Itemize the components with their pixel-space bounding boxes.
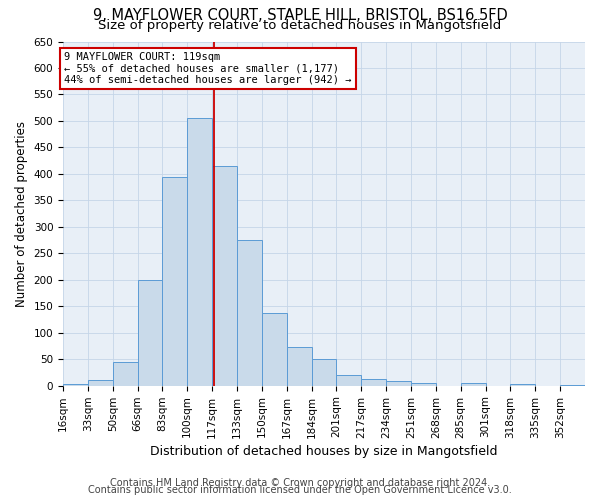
X-axis label: Distribution of detached houses by size in Mangotsfield: Distribution of detached houses by size …	[150, 444, 498, 458]
Bar	[88, 380, 113, 386]
Bar	[560, 384, 585, 386]
Bar	[361, 380, 386, 386]
Text: 9 MAYFLOWER COURT: 119sqm
← 55% of detached houses are smaller (1,177)
44% of se: 9 MAYFLOWER COURT: 119sqm ← 55% of detac…	[64, 52, 352, 86]
Bar	[461, 382, 485, 386]
Text: Contains public sector information licensed under the Open Government Licence v3: Contains public sector information licen…	[88, 485, 512, 495]
Text: Contains HM Land Registry data © Crown copyright and database right 2024.: Contains HM Land Registry data © Crown c…	[110, 478, 490, 488]
Bar	[137, 280, 163, 386]
Bar	[511, 384, 535, 386]
Text: 9, MAYFLOWER COURT, STAPLE HILL, BRISTOL, BS16 5FD: 9, MAYFLOWER COURT, STAPLE HILL, BRISTOL…	[92, 8, 508, 22]
Y-axis label: Number of detached properties: Number of detached properties	[15, 120, 28, 306]
Bar	[63, 384, 88, 386]
Bar	[337, 375, 361, 386]
Bar	[163, 176, 187, 386]
Bar	[386, 381, 411, 386]
Bar	[212, 166, 237, 386]
Bar	[287, 347, 311, 386]
Text: Size of property relative to detached houses in Mangotsfield: Size of property relative to detached ho…	[98, 19, 502, 32]
Bar	[262, 313, 287, 386]
Bar	[187, 118, 212, 386]
Bar	[237, 240, 262, 386]
Bar	[411, 382, 436, 386]
Bar	[113, 362, 137, 386]
Bar	[311, 359, 337, 386]
